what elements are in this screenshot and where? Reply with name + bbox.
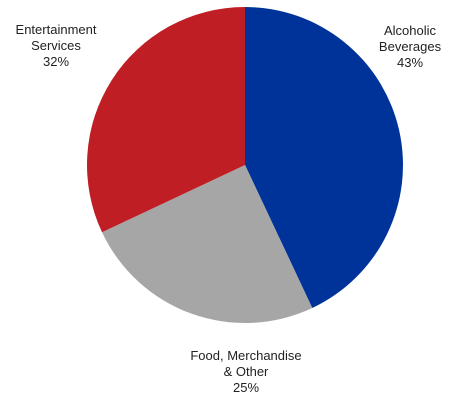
slice-entertainment-services [87,7,245,233]
label-alcoholic-beverages: Alcoholic Beverages 43% [364,23,456,71]
label-food-merchandise-other-line-2: & Other [223,364,269,379]
label-entertainment-services-percent: 32% [42,54,70,69]
slice-food-merchandise-other [102,165,313,323]
label-entertainment-services-line-1: Entertainment [15,22,97,37]
label-alcoholic-beverages-percent: 43% [396,55,424,70]
label-entertainment-services: Entertainment Services 32% [4,22,108,70]
label-alcoholic-beverages-line-1: Alcoholic [383,23,437,38]
label-food-merchandise-other-percent: 25% [232,380,260,395]
label-food-merchandise-other: Food, Merchandise & Other 25% [176,348,316,396]
label-entertainment-services-line-2: Services [31,38,81,53]
label-food-merchandise-other-line-1: Food, Merchandise [190,348,302,363]
slice-alcoholic-beverages [245,7,403,308]
label-alcoholic-beverages-line-2: Beverages [378,39,442,54]
